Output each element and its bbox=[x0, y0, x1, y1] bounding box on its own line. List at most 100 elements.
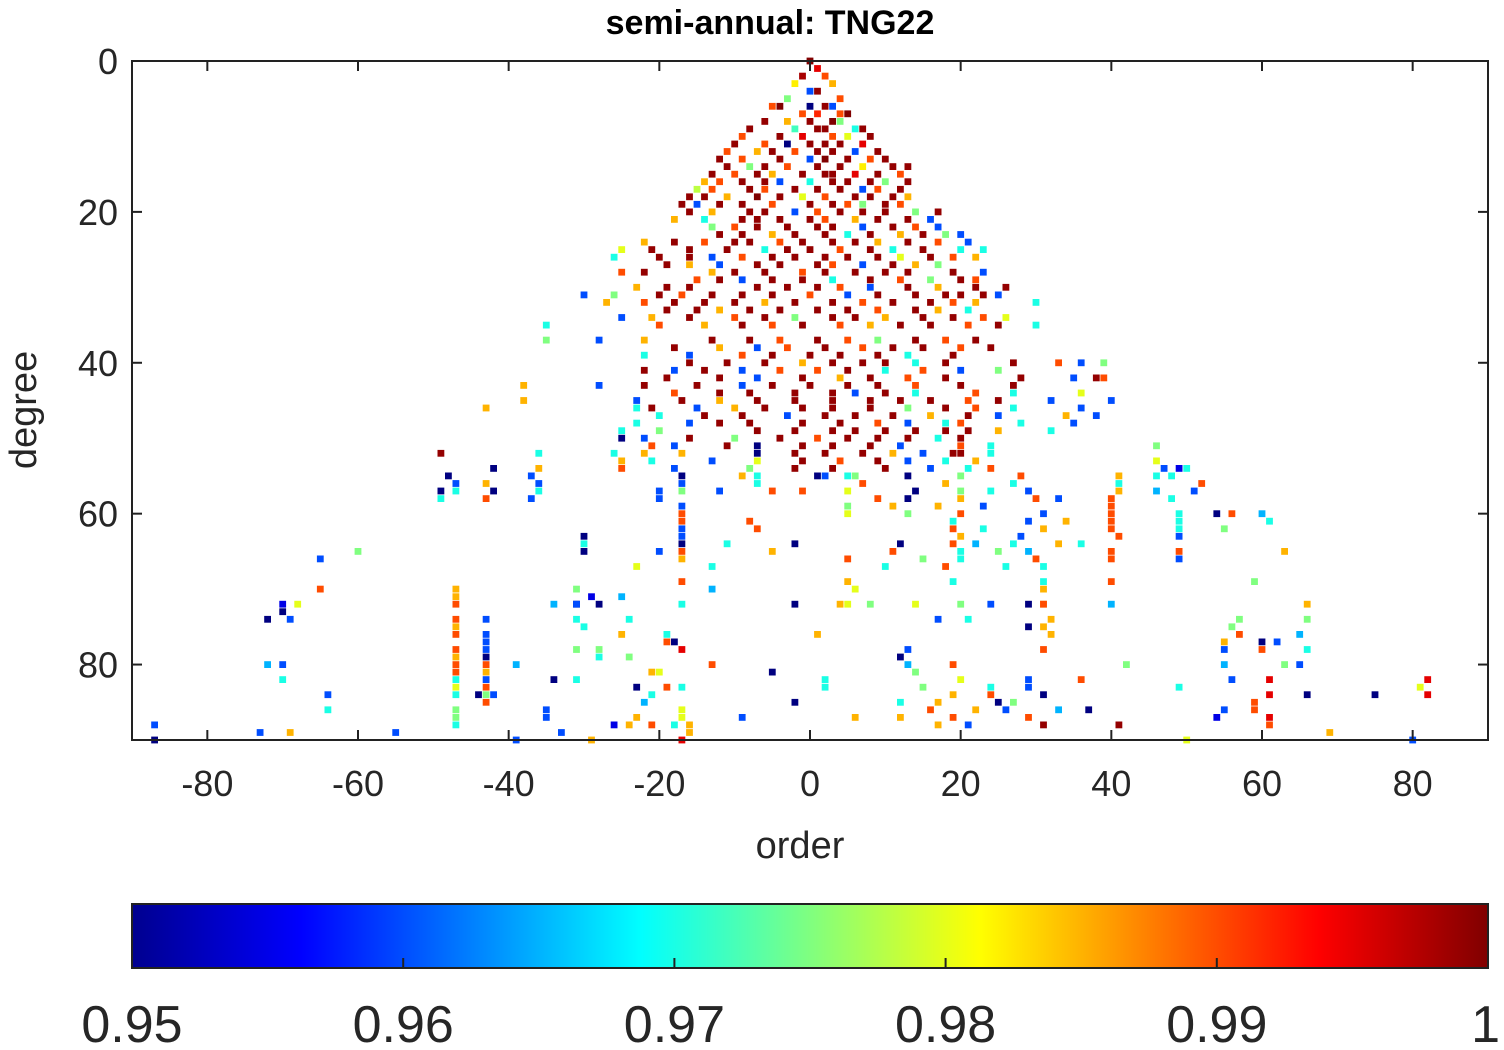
heatmap-cell bbox=[964, 615, 972, 623]
heatmap-cell bbox=[452, 593, 460, 601]
heatmap-cell bbox=[784, 283, 791, 291]
heatmap-cell bbox=[784, 246, 791, 253]
heatmap-cell bbox=[881, 268, 889, 276]
heatmap-cell bbox=[716, 306, 723, 314]
heatmap-cell bbox=[655, 253, 663, 261]
heatmap-cell bbox=[972, 276, 980, 284]
heatmap-cell bbox=[731, 314, 739, 321]
heatmap-cell bbox=[1107, 525, 1115, 533]
heatmap-cell bbox=[799, 72, 806, 80]
heatmap-cell bbox=[1115, 480, 1123, 487]
heatmap-cell bbox=[829, 442, 836, 450]
heatmap-cell bbox=[806, 155, 814, 163]
heatmap-cell bbox=[957, 442, 965, 450]
heatmap-cell bbox=[482, 691, 490, 699]
heatmap-cell bbox=[791, 465, 799, 472]
heatmap-cell bbox=[671, 389, 678, 397]
heatmap-cell bbox=[761, 178, 769, 186]
heatmap-cell bbox=[859, 344, 867, 352]
heatmap-cell bbox=[723, 540, 731, 548]
heatmap-cell bbox=[610, 253, 618, 261]
heatmap-cell bbox=[791, 231, 799, 238]
heatmap-cell bbox=[897, 397, 904, 404]
heatmap-cell bbox=[889, 502, 897, 510]
heatmap-cell bbox=[919, 449, 927, 457]
colorbar-tick-label: 0.99 bbox=[1166, 996, 1267, 1050]
heatmap-cell bbox=[618, 465, 626, 472]
heatmap-cell bbox=[829, 389, 836, 397]
heatmap-cell bbox=[701, 321, 708, 329]
heatmap-cell bbox=[889, 548, 897, 555]
colorbar bbox=[131, 903, 1489, 969]
heatmap-cell bbox=[881, 563, 889, 570]
heatmap-cell bbox=[904, 457, 912, 465]
heatmap-cell bbox=[1010, 389, 1017, 397]
heatmap-cell bbox=[979, 291, 987, 299]
heatmap-cell bbox=[859, 261, 867, 269]
heatmap-cell bbox=[859, 140, 867, 148]
heatmap-cell bbox=[655, 412, 663, 419]
heatmap-cell bbox=[595, 600, 603, 608]
heatmap-cell bbox=[731, 238, 739, 246]
heatmap-cell bbox=[279, 661, 287, 668]
heatmap-cell bbox=[821, 216, 829, 223]
heatmap-cell bbox=[776, 133, 784, 140]
heatmap-cell bbox=[1107, 510, 1115, 518]
heatmap-cell bbox=[949, 525, 957, 533]
heatmap-cell bbox=[482, 631, 490, 638]
heatmap-cell bbox=[618, 427, 626, 435]
heatmap-cell bbox=[874, 291, 882, 299]
heatmap-cell bbox=[987, 691, 995, 699]
heatmap-cell bbox=[912, 382, 919, 389]
heatmap-cell bbox=[919, 314, 927, 321]
heatmap-cell bbox=[1070, 374, 1078, 382]
heatmap-cell bbox=[829, 148, 836, 155]
heatmap-cell bbox=[1303, 646, 1311, 653]
heatmap-cell bbox=[859, 449, 867, 457]
heatmap-cell bbox=[768, 668, 776, 676]
heatmap-cell bbox=[1183, 465, 1191, 472]
heatmap-cell bbox=[994, 397, 1002, 404]
heatmap-cell bbox=[708, 336, 716, 344]
heatmap-cell bbox=[836, 185, 844, 193]
heatmap-cell bbox=[753, 223, 761, 231]
heatmap-cell bbox=[844, 253, 852, 261]
heatmap-cell bbox=[814, 163, 821, 170]
heatmap-cell bbox=[851, 238, 859, 246]
heatmap-cell bbox=[648, 314, 656, 321]
heatmap-cell bbox=[1115, 532, 1123, 540]
heatmap-cell bbox=[859, 163, 867, 170]
heatmap-cell bbox=[738, 412, 746, 419]
heatmap-cell bbox=[806, 178, 814, 186]
heatmap-cell bbox=[731, 268, 739, 276]
heatmap-cell bbox=[1220, 706, 1228, 714]
heatmap-cell bbox=[678, 472, 686, 480]
heatmap-cell bbox=[768, 382, 776, 389]
heatmap-cell bbox=[678, 714, 686, 721]
heatmap-cell bbox=[701, 193, 708, 201]
heatmap-cell bbox=[1107, 495, 1115, 502]
heatmap-cell bbox=[859, 185, 867, 193]
x-axis-ticks: -80 -60 -40 -20 0 20 40 60 80 bbox=[181, 61, 1433, 804]
heatmap-cell bbox=[904, 419, 912, 427]
heatmap-cell bbox=[738, 253, 746, 261]
heatmap-cell bbox=[844, 306, 852, 314]
heatmap-cell bbox=[580, 623, 588, 631]
heatmap-cell bbox=[753, 344, 761, 352]
heatmap-cell bbox=[784, 95, 791, 103]
heatmap-cell bbox=[776, 366, 784, 374]
heatmap-cell bbox=[452, 661, 460, 668]
heatmap-cell bbox=[897, 698, 904, 706]
heatmap-cell bbox=[987, 487, 995, 495]
heatmap-cell bbox=[1175, 548, 1183, 555]
heatmap-cell bbox=[678, 200, 686, 208]
heatmap-cell bbox=[693, 306, 701, 314]
heatmap-cell bbox=[904, 283, 912, 291]
heatmap-cell bbox=[1047, 631, 1055, 638]
heatmap-cell bbox=[708, 185, 716, 193]
heatmap-cell bbox=[648, 691, 656, 699]
heatmap-cell bbox=[979, 525, 987, 533]
heatmap-cell bbox=[1107, 555, 1115, 563]
heatmap-cell bbox=[768, 276, 776, 284]
heatmap-cell bbox=[324, 691, 332, 699]
